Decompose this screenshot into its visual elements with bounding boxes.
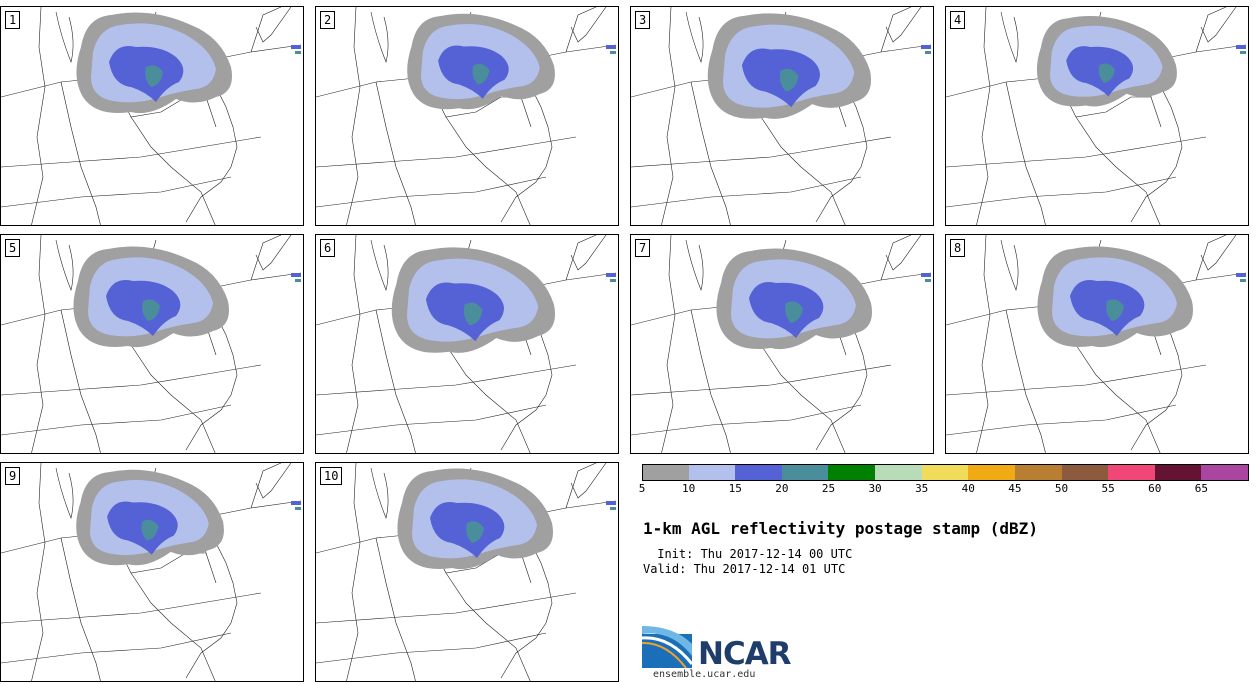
colorbar-segment [875,464,922,481]
colorbar-tick-label: 55 [1101,482,1115,495]
member-label: 4 [950,11,966,29]
reflectivity-map [946,7,1247,225]
colorbar [642,464,1249,481]
reflectivity-map [631,235,932,453]
reflectivity-map [1,7,302,225]
reflectivity-map [316,235,617,453]
colorbar-segment [688,464,736,481]
colorbar-tick-label: 40 [961,482,975,495]
member-label: 7 [635,239,651,257]
plot-title: 1-km AGL reflectivity postage stamp (dBZ… [643,519,1038,538]
colorbar-tick-label: 15 [728,482,742,495]
reflectivity-map [1,463,302,681]
reflectivity-map [946,235,1247,453]
member-panel-5: 5 [0,234,304,454]
colorbar-segment [735,464,782,481]
member-panel-8: 8 [945,234,1249,454]
ncar-logo-icon [642,626,694,668]
logo-text: NCAR [698,636,792,672]
logo-url: ensemble.ucar.edu [653,669,756,680]
reflectivity-map [631,7,932,225]
colorbar-tick-label: 25 [821,482,836,495]
member-label: 9 [5,467,21,485]
colorbar-tick-label: 50 [1054,482,1069,495]
colorbar-tick-label: 5 [638,482,646,495]
colorbar-segment [968,464,1015,481]
member-label: 6 [320,239,336,257]
member-label: 10 [320,467,343,485]
colorbar-tick-label: 30 [868,482,882,495]
colorbar-segment [1154,464,1202,481]
member-panel-10: 10 [315,462,619,682]
member-panel-1: 1 [0,6,304,226]
colorbar-tick-label: 35 [915,482,929,495]
colorbar-tick-label: 65 [1194,482,1208,495]
colorbar-tick-label: 60 [1148,482,1162,495]
colorbar-segment [1108,464,1155,481]
reflectivity-map [1,235,302,453]
colorbar-tick-label: 20 [775,482,789,495]
colorbar-segment [1201,464,1249,481]
member-label: 1 [5,11,21,29]
init-time: Init: Thu 2017-12-14 00 UTC [650,547,853,561]
colorbar-segment [1061,464,1109,481]
colorbar-segment [828,464,876,481]
member-panel-9: 9 [0,462,304,682]
member-label: 8 [950,239,966,257]
colorbar-segment [781,464,829,481]
colorbar-segment [921,464,969,481]
member-panel-2: 2 [315,6,619,226]
member-panel-6: 6 [315,234,619,454]
member-label: 2 [320,11,336,29]
member-panel-3: 3 [630,6,934,226]
colorbar-tick-label: 45 [1008,482,1022,495]
reflectivity-map [316,463,617,681]
colorbar-tick-label: 10 [681,482,696,495]
member-panel-4: 4 [945,6,1249,226]
colorbar-segment [1014,464,1062,481]
valid-time: Valid: Thu 2017-12-14 01 UTC [643,562,846,576]
reflectivity-map [316,7,617,225]
member-label: 5 [5,239,21,257]
colorbar-segment [642,464,690,481]
member-label: 3 [635,11,651,29]
member-panel-7: 7 [630,234,934,454]
